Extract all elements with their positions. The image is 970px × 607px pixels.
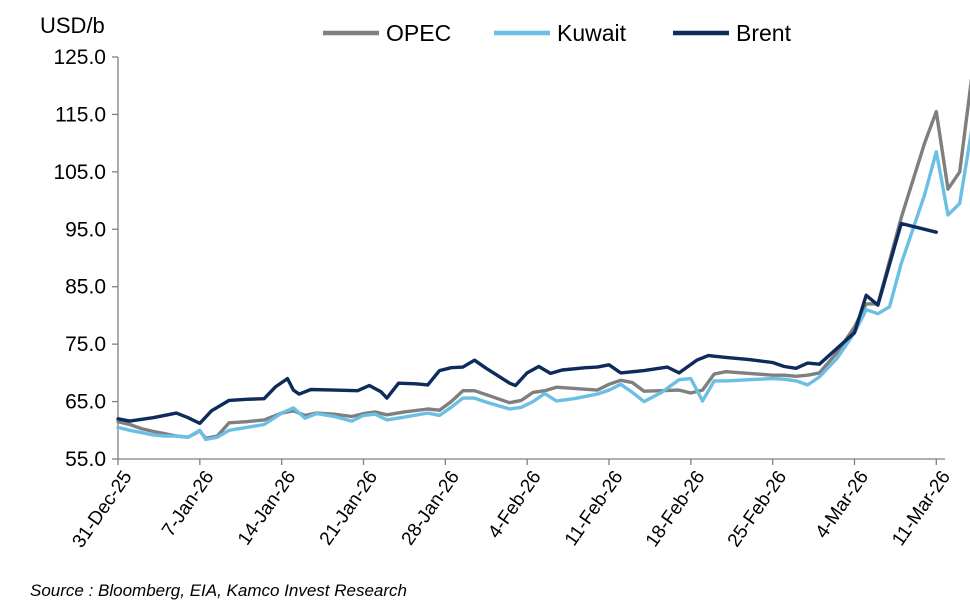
y-tick-label: 115.0 [55, 103, 106, 126]
legend: OPEC Kuwait Brent [323, 20, 792, 46]
source-note: Source : Bloomberg, EIA, Kamco Invest Re… [30, 581, 408, 600]
y-tick-label: 105.0 [53, 161, 106, 184]
x-tick-label: 21-Jan-26 [316, 467, 382, 549]
y-tick-label: 55.0 [65, 448, 106, 471]
series-line-kuwait [116, 130, 970, 442]
series-line-opec [116, 79, 970, 440]
y-axis-label: USD/b [40, 13, 105, 38]
legend-label-kuwait: Kuwait [557, 20, 627, 46]
series-lines [116, 79, 970, 442]
x-tick-label: 25-Feb-26 [724, 467, 791, 551]
x-tick-label: 11-Feb-26 [561, 467, 628, 550]
y-tick-label: 125.0 [53, 46, 106, 69]
x-tick-label: 18-Feb-26 [642, 467, 709, 551]
y-tick-label: 65.0 [65, 391, 106, 414]
y-axis: 125.0 115.0 105.0 95.0 85.0 75.0 65.0 55.0 [53, 46, 119, 471]
x-tick-label: 11-Mar-26 [888, 467, 955, 550]
x-tick-label: 4-Feb-26 [484, 467, 545, 542]
x-tick-label: 31-Dec-25 [68, 467, 136, 552]
x-axis: 31-Dec-25 7-Jan-26 14-Jan-26 21-Jan-26 28-Ja… [68, 458, 955, 552]
y-tick-label: 95.0 [65, 218, 106, 241]
x-tick-label: 4-Mar-26 [812, 467, 873, 542]
legend-label-opec: OPEC [386, 20, 451, 46]
series-line-brent [116, 221, 938, 426]
line-chart: USD/b OPEC Kuwait Brent 125.0 115.0 105.0 95.… [40, 13, 970, 552]
y-tick-label: 75.0 [65, 333, 106, 356]
x-tick-label: 28-Jan-26 [398, 467, 464, 549]
y-tick-label: 85.0 [65, 276, 106, 299]
x-tick-label: 14-Jan-26 [234, 467, 300, 549]
x-tick-label: 7-Jan-26 [158, 467, 218, 540]
legend-label-brent: Brent [736, 20, 792, 46]
